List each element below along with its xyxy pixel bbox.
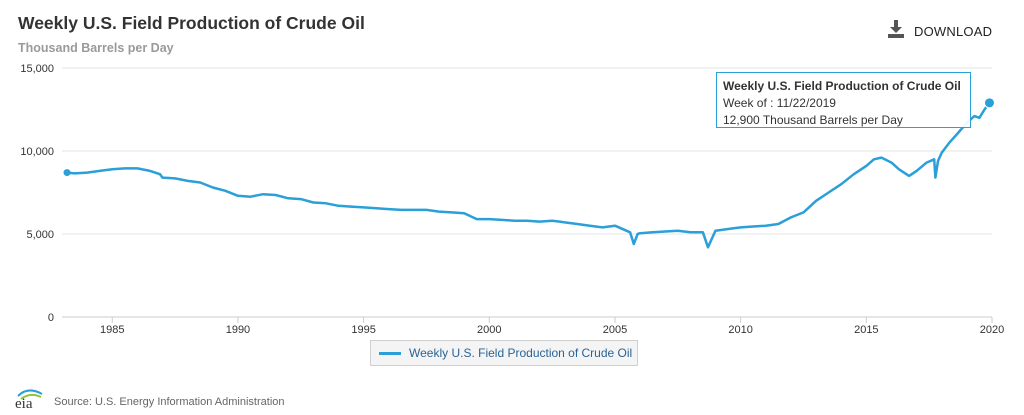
x-tick-label: 1990 <box>226 324 250 336</box>
logo-text: eia <box>15 396 33 410</box>
source-text: Source: U.S. Energy Information Administ… <box>54 395 285 408</box>
x-tick-label: 1995 <box>351 324 375 336</box>
download-button[interactable]: DOWNLOAD <box>888 20 992 43</box>
series-start-point <box>63 169 71 177</box>
x-tick-label: 1985 <box>100 324 124 336</box>
tooltip-value: 12,900 Thousand Barrels per Day <box>723 113 903 127</box>
y-tick-label: 15,000 <box>20 63 54 75</box>
x-tick-label: 2015 <box>854 324 878 336</box>
y-axis: 0 5,000 10,000 15,000 <box>20 63 54 324</box>
tooltip: Weekly U.S. Field Production of Crude Oi… <box>716 72 971 128</box>
y-tick-label: 0 <box>48 312 54 324</box>
series-line[interactable] <box>66 102 991 249</box>
eia-logo-icon: eia <box>12 388 46 415</box>
legend-item[interactable]: Weekly U.S. Field Production of Crude Oi… <box>370 340 638 366</box>
x-tick-label: 2010 <box>728 324 752 336</box>
x-axis: 1985 1990 1995 2000 2005 2010 2015 2020 <box>100 317 1004 336</box>
chart-subtitle: Thousand Barrels per Day <box>18 41 174 55</box>
download-icon <box>888 20 904 43</box>
tooltip-title: Weekly U.S. Field Production of Crude Oi… <box>723 79 961 93</box>
legend-label: Weekly U.S. Field Production of Crude Oi… <box>409 346 633 360</box>
gridlines <box>62 67 992 318</box>
x-tick-label: 2005 <box>603 324 627 336</box>
download-label: DOWNLOAD <box>914 24 993 39</box>
legend-swatch <box>379 351 401 355</box>
x-tick-label: 2020 <box>980 324 1004 336</box>
footer: eia Source: U.S. Energy Information Admi… <box>12 388 285 415</box>
series-points <box>63 97 995 177</box>
y-tick-label: 5,000 <box>26 229 54 241</box>
x-tick-label: 2000 <box>477 324 501 336</box>
y-tick-label: 10,000 <box>20 146 54 158</box>
chart-title: Weekly U.S. Field Production of Crude Oi… <box>18 13 365 33</box>
highlight-point[interactable] <box>983 97 995 109</box>
tooltip-week: Week of : 11/22/2019 <box>723 96 836 110</box>
